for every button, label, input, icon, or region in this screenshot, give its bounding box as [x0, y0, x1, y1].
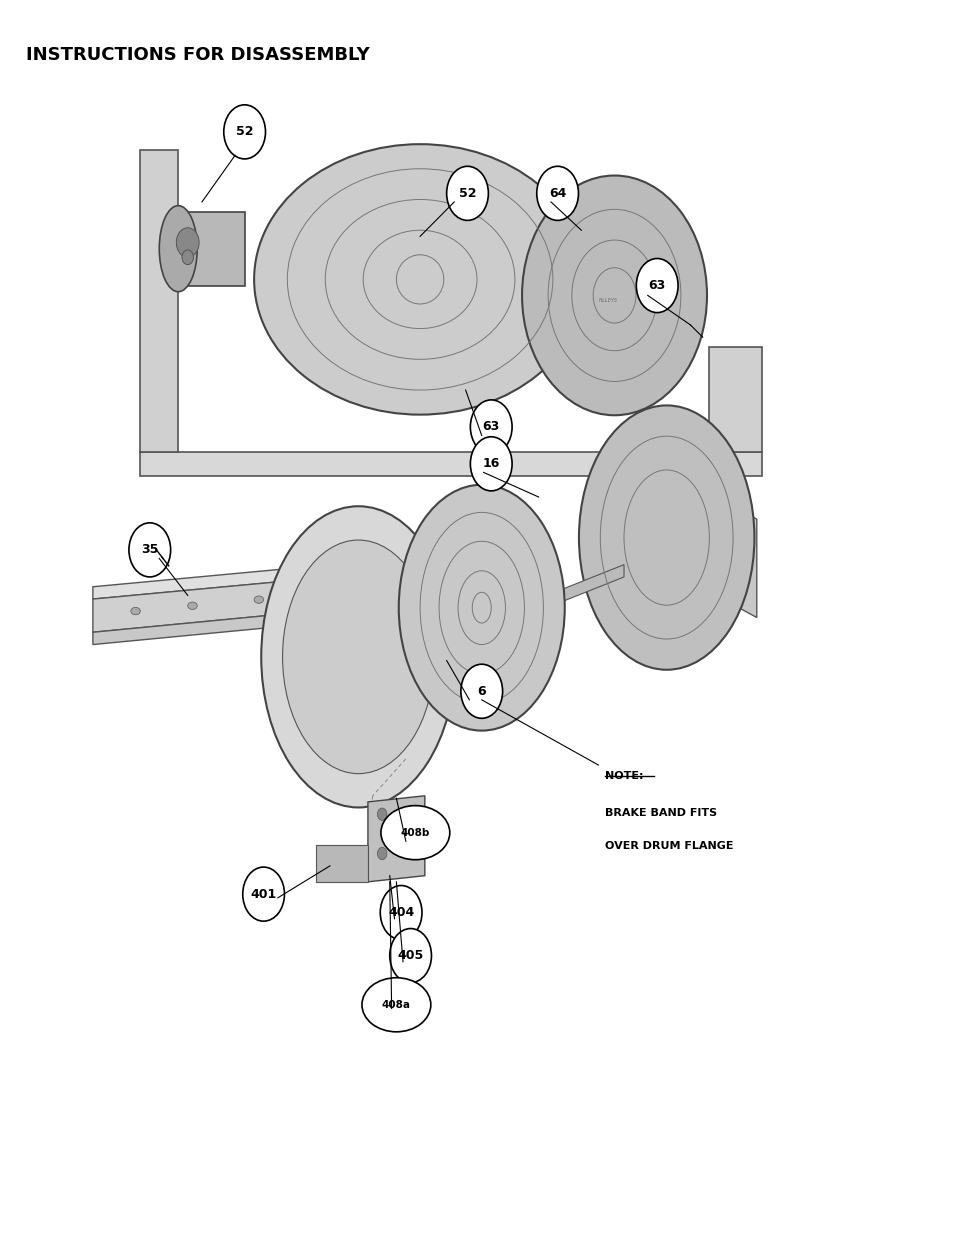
Ellipse shape	[380, 805, 449, 860]
Polygon shape	[368, 795, 424, 882]
Text: FILLEYS: FILLEYS	[598, 298, 617, 303]
Text: 408a: 408a	[381, 1000, 411, 1010]
Circle shape	[377, 847, 387, 860]
Polygon shape	[140, 452, 760, 477]
Ellipse shape	[361, 978, 431, 1031]
Text: 63: 63	[482, 420, 499, 433]
Circle shape	[470, 437, 512, 490]
Ellipse shape	[159, 206, 197, 291]
Text: 408b: 408b	[400, 827, 430, 837]
Ellipse shape	[387, 584, 395, 590]
Text: 404: 404	[388, 906, 414, 919]
Ellipse shape	[253, 597, 263, 603]
Circle shape	[405, 845, 415, 857]
Text: 52: 52	[458, 186, 476, 200]
Polygon shape	[92, 590, 529, 645]
Text: BRAKE BAND FITS: BRAKE BAND FITS	[604, 808, 717, 818]
Ellipse shape	[521, 175, 706, 415]
Ellipse shape	[453, 578, 462, 585]
Circle shape	[224, 105, 265, 159]
Text: OVER DRUM FLANGE: OVER DRUM FLANGE	[604, 841, 733, 851]
Polygon shape	[292, 599, 311, 758]
Polygon shape	[92, 546, 529, 599]
Circle shape	[537, 167, 578, 220]
Polygon shape	[315, 845, 368, 882]
Polygon shape	[140, 151, 178, 452]
Circle shape	[182, 249, 193, 264]
Text: 52: 52	[235, 126, 253, 138]
Ellipse shape	[578, 405, 754, 669]
Ellipse shape	[253, 144, 585, 415]
Text: 35: 35	[141, 543, 158, 557]
Text: 16: 16	[482, 457, 499, 471]
Ellipse shape	[282, 540, 434, 773]
Circle shape	[380, 885, 421, 940]
Circle shape	[405, 805, 415, 818]
Text: NOTE:: NOTE:	[604, 771, 643, 782]
Text: 64: 64	[548, 186, 566, 200]
Circle shape	[129, 522, 171, 577]
Circle shape	[176, 227, 199, 257]
Circle shape	[446, 167, 488, 220]
Text: 405: 405	[397, 948, 423, 962]
Circle shape	[242, 867, 284, 921]
Text: INSTRUCTIONS FOR DISASSEMBLY: INSTRUCTIONS FOR DISASSEMBLY	[27, 46, 370, 64]
Ellipse shape	[188, 603, 197, 609]
Ellipse shape	[261, 506, 456, 808]
Circle shape	[460, 664, 502, 719]
Circle shape	[377, 808, 387, 820]
Text: 401: 401	[251, 888, 276, 900]
Polygon shape	[561, 564, 623, 601]
Text: 63: 63	[648, 279, 665, 291]
Ellipse shape	[398, 484, 564, 731]
Ellipse shape	[131, 608, 140, 615]
Text: 6: 6	[476, 684, 485, 698]
Polygon shape	[178, 211, 244, 285]
Ellipse shape	[320, 590, 330, 597]
Circle shape	[470, 400, 512, 454]
Circle shape	[636, 258, 678, 312]
Polygon shape	[666, 471, 756, 618]
Polygon shape	[92, 558, 529, 632]
Circle shape	[390, 929, 431, 983]
Polygon shape	[709, 347, 760, 452]
